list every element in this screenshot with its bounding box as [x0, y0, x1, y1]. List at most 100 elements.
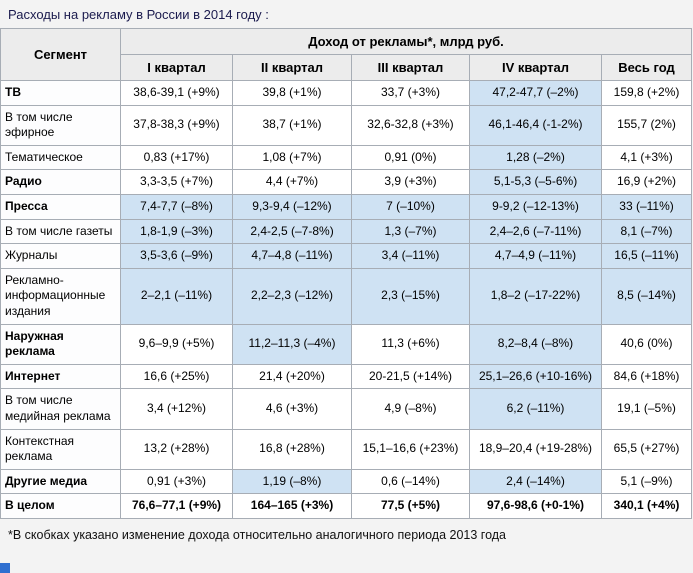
- value-cell: 16,6 (+25%): [120, 363, 233, 390]
- corner-marker: [0, 563, 10, 573]
- table-row: В том числе газеты 1,8-1,9 (–3%) 2,4-2,5 (…: [0, 218, 693, 245]
- segment-label: Тематическое: [0, 144, 121, 171]
- value-cell: 3,4 (–11%): [351, 243, 470, 269]
- column-header-q3: III квартал: [351, 54, 470, 81]
- table-row: Другие медиа 0,91 (+3%) 1,19 (–8%) 0,6 (–14…: [0, 468, 693, 495]
- table-row: Контекстная реклама 13,2 (+28%) 16,8 (+28%…: [0, 428, 693, 470]
- value-cell: 0,6 (–14%): [351, 468, 470, 495]
- table-row: Тематическое 0,83 (+17%) 1,08 (+7%) 0,91 (0…: [0, 144, 693, 171]
- value-cell: 32,6-32,8 (+3%): [351, 104, 470, 146]
- segment-label: В целом: [0, 493, 121, 519]
- value-cell: 38,7 (+1%): [232, 104, 352, 146]
- value-cell: 164–165 (+3%): [232, 493, 352, 519]
- segment-label: Журналы: [0, 243, 121, 269]
- value-cell: 1,8–2 (–17-22%): [469, 267, 602, 325]
- value-cell: 9-9,2 (–12-13%): [469, 193, 602, 220]
- value-cell: 9,3-9,4 (–12%): [232, 193, 352, 220]
- segment-label: Другие медиа: [0, 468, 121, 495]
- value-cell: 0,91 (0%): [351, 144, 470, 171]
- ad-revenue-table: Сегмент Доход от рекламы*, млрд руб. I к…: [0, 28, 693, 519]
- value-cell: 15,1–16,6 (+23%): [351, 428, 470, 470]
- value-cell: 159,8 (+2%): [600, 80, 693, 106]
- table-row: Журналы 3,5-3,6 (–9%) 4,7–4,8 (–11%) 3,4 (–…: [0, 243, 693, 269]
- column-header-year: Весь год: [600, 54, 693, 81]
- value-cell: 8,2–8,4 (–8%): [469, 323, 602, 365]
- value-cell: 5,1-5,3 (–5-6%): [469, 169, 602, 195]
- segment-label: Рекламно-информационные издания: [0, 267, 121, 325]
- value-cell: 3,9 (+3%): [351, 169, 470, 195]
- value-cell: 4,4 (+7%): [232, 169, 352, 195]
- value-cell: 38,6-39,1 (+9%): [120, 80, 233, 106]
- value-cell: 2,3 (–15%): [351, 267, 470, 325]
- value-cell: 18,9–20,4 (+19-28%): [469, 428, 602, 470]
- segment-label: Радио: [0, 169, 121, 195]
- value-cell: 77,5 (+5%): [351, 493, 470, 519]
- value-cell: 11,2–11,3 (–4%): [232, 323, 352, 365]
- segment-label: Контекстная реклама: [0, 428, 121, 470]
- value-cell: 2,4–2,6 (–7-11%): [469, 218, 602, 245]
- value-cell: 65,5 (+27%): [600, 428, 693, 470]
- value-cell: 21,4 (+20%): [232, 363, 352, 390]
- segment-label: ТВ: [0, 80, 121, 106]
- value-cell: 1,28 (–2%): [469, 144, 602, 171]
- value-cell: 11,3 (+6%): [351, 323, 470, 365]
- value-cell: 340,1 (+4%): [600, 493, 693, 519]
- column-header-q2: II квартал: [232, 54, 352, 81]
- column-header-q4: IV квартал: [469, 54, 602, 81]
- value-cell: 4,7–4,8 (–11%): [232, 243, 352, 269]
- value-cell: 40,6 (0%): [600, 323, 693, 365]
- value-cell: 4,9 (–8%): [351, 388, 470, 430]
- value-cell: 19,1 (–5%): [600, 388, 693, 430]
- value-cell: 1,19 (–8%): [232, 468, 352, 495]
- table-row: Интернет 16,6 (+25%) 21,4 (+20%) 20-21,5 (+…: [0, 363, 693, 390]
- value-cell: 97,6-98,6 (+0-1%): [469, 493, 602, 519]
- footnote: *В скобках указано изменение дохода отно…: [8, 527, 507, 542]
- table-row: Рекламно-информационные издания 2–2,1 (–1…: [0, 267, 693, 325]
- table-row: ТВ 38,6-39,1 (+9%) 39,8 (+1%) 33,7 (+3%) 47,…: [0, 80, 693, 106]
- segment-label: В том числе эфирное: [0, 104, 121, 146]
- value-cell: 16,5 (–11%): [600, 243, 693, 269]
- group-header-revenue: Доход от рекламы*, млрд руб.: [119, 28, 693, 55]
- value-cell: 8,5 (–14%): [600, 267, 693, 325]
- value-cell: 1,8-1,9 (–3%): [120, 218, 233, 245]
- value-cell: 47,2-47,7 (–2%): [469, 80, 602, 106]
- value-cell: 76,6–77,1 (+9%): [120, 493, 233, 519]
- segment-label: Интернет: [0, 363, 121, 390]
- table-body: ТВ 38,6-39,1 (+9%) 39,8 (+1%) 33,7 (+3%) 47,…: [0, 80, 693, 519]
- group-header-row: Сегмент Доход от рекламы*, млрд руб.: [0, 28, 693, 81]
- value-cell: 3,4 (+12%): [120, 388, 233, 430]
- table-row: В том числе эфирное 37,8-38,3 (+9%) 38,7 (…: [0, 104, 693, 146]
- value-cell: 13,2 (+28%): [120, 428, 233, 470]
- value-cell: 2,2–2,3 (–12%): [232, 267, 352, 325]
- value-cell: 2–2,1 (–11%): [120, 267, 233, 325]
- value-cell: 7 (–10%): [351, 193, 470, 220]
- value-cell: 33,7 (+3%): [351, 80, 470, 106]
- value-cell: 155,7 (2%): [600, 104, 693, 146]
- value-cell: 25,1–26,6 (+10-16%): [469, 363, 602, 390]
- value-cell: 1,08 (+7%): [232, 144, 352, 171]
- value-cell: 37,8-38,3 (+9%): [120, 104, 233, 146]
- value-cell: 3,5-3,6 (–9%): [120, 243, 233, 269]
- table-row: Пресса 7,4-7,7 (–8%) 9,3-9,4 (–12%) 7 (–10%…: [0, 193, 693, 220]
- table-header: Сегмент Доход от рекламы*, млрд руб. I к…: [0, 28, 693, 81]
- value-cell: 7,4-7,7 (–8%): [120, 193, 233, 220]
- value-cell: 8,1 (–7%): [600, 218, 693, 245]
- quarter-header-row: I квартал II квартал III квартал IV квар…: [1, 54, 693, 81]
- table-row: В целом 76,6–77,1 (+9%) 164–165 (+3%) 77,5 …: [0, 493, 693, 519]
- page-title: Расходы на рекламу в России в 2014 году …: [0, 0, 693, 28]
- column-header-segment: Сегмент: [0, 28, 121, 81]
- value-cell: 4,7–4,9 (–11%): [469, 243, 602, 269]
- value-cell: 4,1 (+3%): [600, 144, 693, 171]
- value-cell: 46,1-46,4 (-1-2%): [469, 104, 602, 146]
- value-cell: 20-21,5 (+14%): [351, 363, 470, 390]
- value-cell: 1,3 (–7%): [351, 218, 470, 245]
- value-cell: 9,6–9,9 (+5%): [120, 323, 233, 365]
- value-cell: 0,83 (+17%): [120, 144, 233, 171]
- value-cell: 0,91 (+3%): [120, 468, 233, 495]
- value-cell: 16,9 (+2%): [600, 169, 693, 195]
- value-cell: 6,2 (–11%): [469, 388, 602, 430]
- segment-label: Пресса: [0, 193, 121, 220]
- value-cell: 2,4 (–14%): [469, 468, 602, 495]
- segment-label: В том числе газеты: [0, 218, 121, 245]
- table-row: Наружная реклама 9,6–9,9 (+5%) 11,2–11,3 (…: [0, 323, 693, 365]
